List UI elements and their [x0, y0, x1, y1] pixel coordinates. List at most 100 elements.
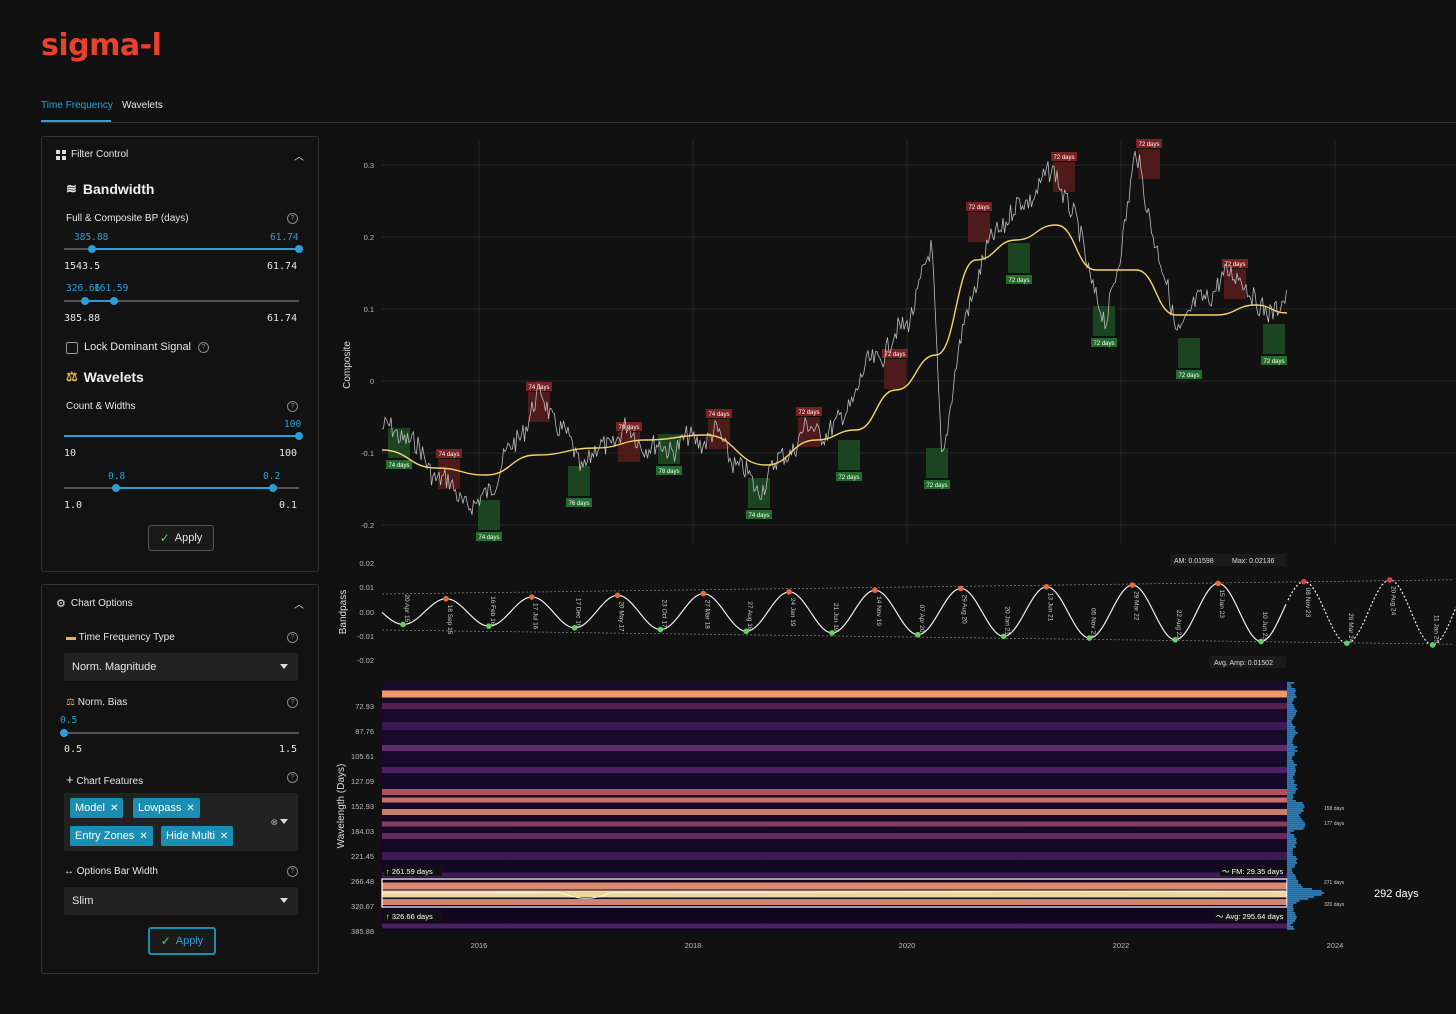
- feature-tag-model[interactable]: Model ✕: [70, 798, 124, 818]
- apply-options-button[interactable]: ✓ Apply: [148, 927, 216, 955]
- bandpass-peak-dot: [786, 589, 792, 595]
- apply-filter-button[interactable]: ✓ Apply: [148, 525, 214, 551]
- spectrum-histogram-bar: [1287, 914, 1296, 916]
- slider2-high-handle[interactable]: [110, 297, 118, 305]
- spectrum-histogram-bar: [1287, 726, 1296, 728]
- spectrum-histogram-bar: [1287, 872, 1293, 874]
- peak-label-box: [1051, 152, 1077, 161]
- avg-wavelength-label: 〜 Avg: 295.64 days: [1216, 912, 1284, 921]
- trough-label-box: [836, 472, 862, 481]
- collapse-chevron-icon[interactable]: ︿: [294, 600, 304, 611]
- spectrum-histogram-bar: [1287, 924, 1291, 926]
- slider2-low-handle[interactable]: [81, 297, 89, 305]
- peak-label-box: [436, 449, 462, 458]
- wavelets-title: Wavelets: [83, 369, 144, 385]
- help-icon[interactable]: ?: [287, 213, 298, 224]
- bandpass-trough-dot: [486, 623, 492, 629]
- spectrum-histogram-bar: [1287, 826, 1305, 828]
- bandpass-trough-dot: [1086, 635, 1093, 641]
- spectrum-histogram-bar: [1287, 758, 1292, 760]
- bandpass-y-label: Bandpass: [338, 590, 349, 634]
- feature-tag-hide-multi[interactable]: Hide Multi ✕: [161, 826, 234, 846]
- spectrum-histogram-bar: [1287, 870, 1292, 872]
- remove-tag-icon[interactable]: ✕: [186, 802, 195, 814]
- spectrum-histogram-bar: [1287, 776, 1293, 778]
- peak-label-box: [706, 409, 732, 418]
- slider1-low-handle[interactable]: [88, 245, 96, 253]
- bandpass-date-label: 20 Apr 15: [403, 594, 410, 622]
- remove-tag-icon[interactable]: ✕: [139, 830, 148, 842]
- spectrum-histogram-bar: [1287, 760, 1294, 762]
- norm-bias-label: ⚖ Norm. Bias: [66, 697, 128, 708]
- spectrum-histogram-bar: [1287, 880, 1299, 882]
- spectrum-band: [382, 722, 1287, 730]
- slider1-high-value: 61.74: [270, 232, 299, 243]
- help-icon[interactable]: ?: [287, 632, 298, 643]
- spectrum-band: [382, 923, 1287, 929]
- trough-label-box: [566, 498, 592, 507]
- help-icon[interactable]: ?: [287, 697, 298, 708]
- peak-label-box: [796, 407, 822, 416]
- spectrum-histogram-bar: [1287, 704, 1294, 706]
- spectrum-histogram-bar: [1287, 828, 1304, 830]
- feature-tag-entry-zones[interactable]: Entry Zones ✕: [70, 826, 153, 846]
- spectrum-histogram-bar: [1287, 806, 1305, 808]
- peak-zone: [968, 212, 990, 242]
- tab-time-frequency[interactable]: Time Frequency: [41, 100, 113, 111]
- bandpass-date-label: 17 Jul 16: [532, 603, 539, 630]
- spectrogram-heatmap: Wavelength (Days) 72.93 87.76 105.61 127.09…: [336, 682, 1419, 950]
- help-icon[interactable]: ?: [287, 401, 298, 412]
- spectrum-histogram-bar: [1287, 780, 1295, 782]
- scale-icon: ⚖: [66, 697, 75, 708]
- dropdown-caret-icon: [280, 664, 288, 669]
- help-icon[interactable]: ?: [287, 772, 298, 783]
- bar-width-select[interactable]: Slim: [64, 887, 298, 915]
- bandpass-date-label: 20 Jan 21: [1004, 606, 1011, 635]
- spectrum-histogram-bar: [1287, 912, 1296, 914]
- tab-wavelets[interactable]: Wavelets: [122, 100, 163, 111]
- trough-zone: [926, 448, 948, 478]
- norm-bias-track[interactable]: [64, 732, 299, 734]
- spectrum-histogram-bar: [1287, 696, 1297, 698]
- tf-type-select[interactable]: Norm. Magnitude: [64, 653, 298, 681]
- help-icon[interactable]: ?: [287, 866, 298, 877]
- spectrum-histogram-bar: [1287, 842, 1297, 844]
- slider4-high-handle[interactable]: [269, 484, 277, 492]
- spectrum-histogram-bar: [1287, 858, 1298, 860]
- spectrum-histogram-bar: [1287, 868, 1292, 870]
- collapse-chevron-icon[interactable]: ︿: [294, 152, 304, 163]
- spectrum-histogram-bar: [1287, 856, 1297, 858]
- norm-bias-handle[interactable]: [60, 729, 68, 737]
- spectrum-histogram-bar: [1287, 786, 1296, 788]
- peak-zone: [708, 419, 730, 449]
- trough-label: 72 days: [1178, 373, 1199, 379]
- slider4-low-handle[interactable]: [112, 484, 120, 492]
- spectrum-histogram-bar: [1287, 850, 1293, 852]
- lock-dominant-checkbox[interactable]: [66, 342, 78, 354]
- card-icon: ▬: [66, 632, 76, 643]
- y-tick-label: -0.1: [361, 449, 374, 458]
- spectrum-histogram-bar: [1287, 686, 1292, 688]
- bandpass-date-label: 14 Nov 19: [875, 596, 882, 626]
- bandpass-trough-dot: [571, 625, 578, 631]
- spectrum-band: [382, 821, 1287, 827]
- help-icon[interactable]: ?: [198, 342, 209, 353]
- spectrum-histogram-bar: [1287, 904, 1294, 906]
- bandpass-date-label: 29 Mar 22: [1132, 591, 1139, 621]
- composite-price-line: [381, 150, 1287, 515]
- remove-tag-icon[interactable]: ✕: [219, 830, 229, 842]
- spectrum-histogram-bar: [1287, 752, 1295, 754]
- remove-tag-icon[interactable]: ✕: [109, 802, 119, 814]
- norm-bias-value: 0.5: [60, 715, 78, 726]
- clear-icon[interactable]: ⊗: [270, 817, 278, 827]
- spectrum-histogram-bar: [1287, 852, 1293, 854]
- slider1-high-handle[interactable]: [295, 245, 303, 253]
- feature-tag-lowpass[interactable]: Lowpass ✕: [133, 798, 200, 818]
- bandpass-trough-dot: [915, 631, 921, 638]
- slider3-handle[interactable]: [295, 432, 303, 440]
- slider2-min: 385.88: [64, 313, 101, 324]
- slider2-track[interactable]: [64, 300, 299, 302]
- spectrum-peak-label: 158 days: [1324, 806, 1345, 812]
- wavelength-tick-label: 320.67: [351, 902, 374, 911]
- gear-icon: ⚙: [56, 598, 66, 610]
